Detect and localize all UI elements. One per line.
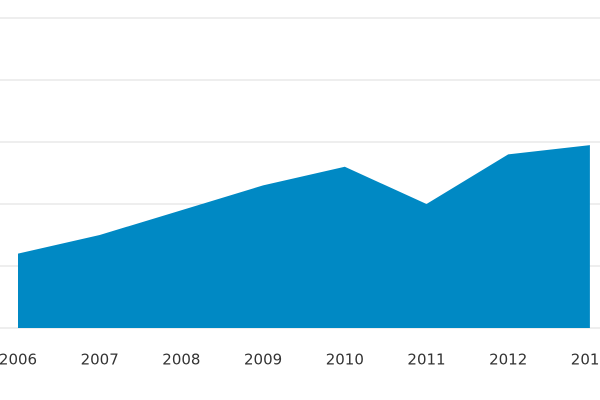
x-tick-label: 2010 [326,351,364,369]
x-tick-label: 2011 [407,351,445,369]
x-tick-label: 2006 [0,351,37,369]
x-tick-label: 2012 [489,351,527,369]
x-tick-label: 2007 [81,351,119,369]
x-tick-label: 2013 [571,351,600,369]
x-tick-label: 2009 [244,351,282,369]
area [18,145,590,328]
x-tick-label: 2008 [162,351,200,369]
